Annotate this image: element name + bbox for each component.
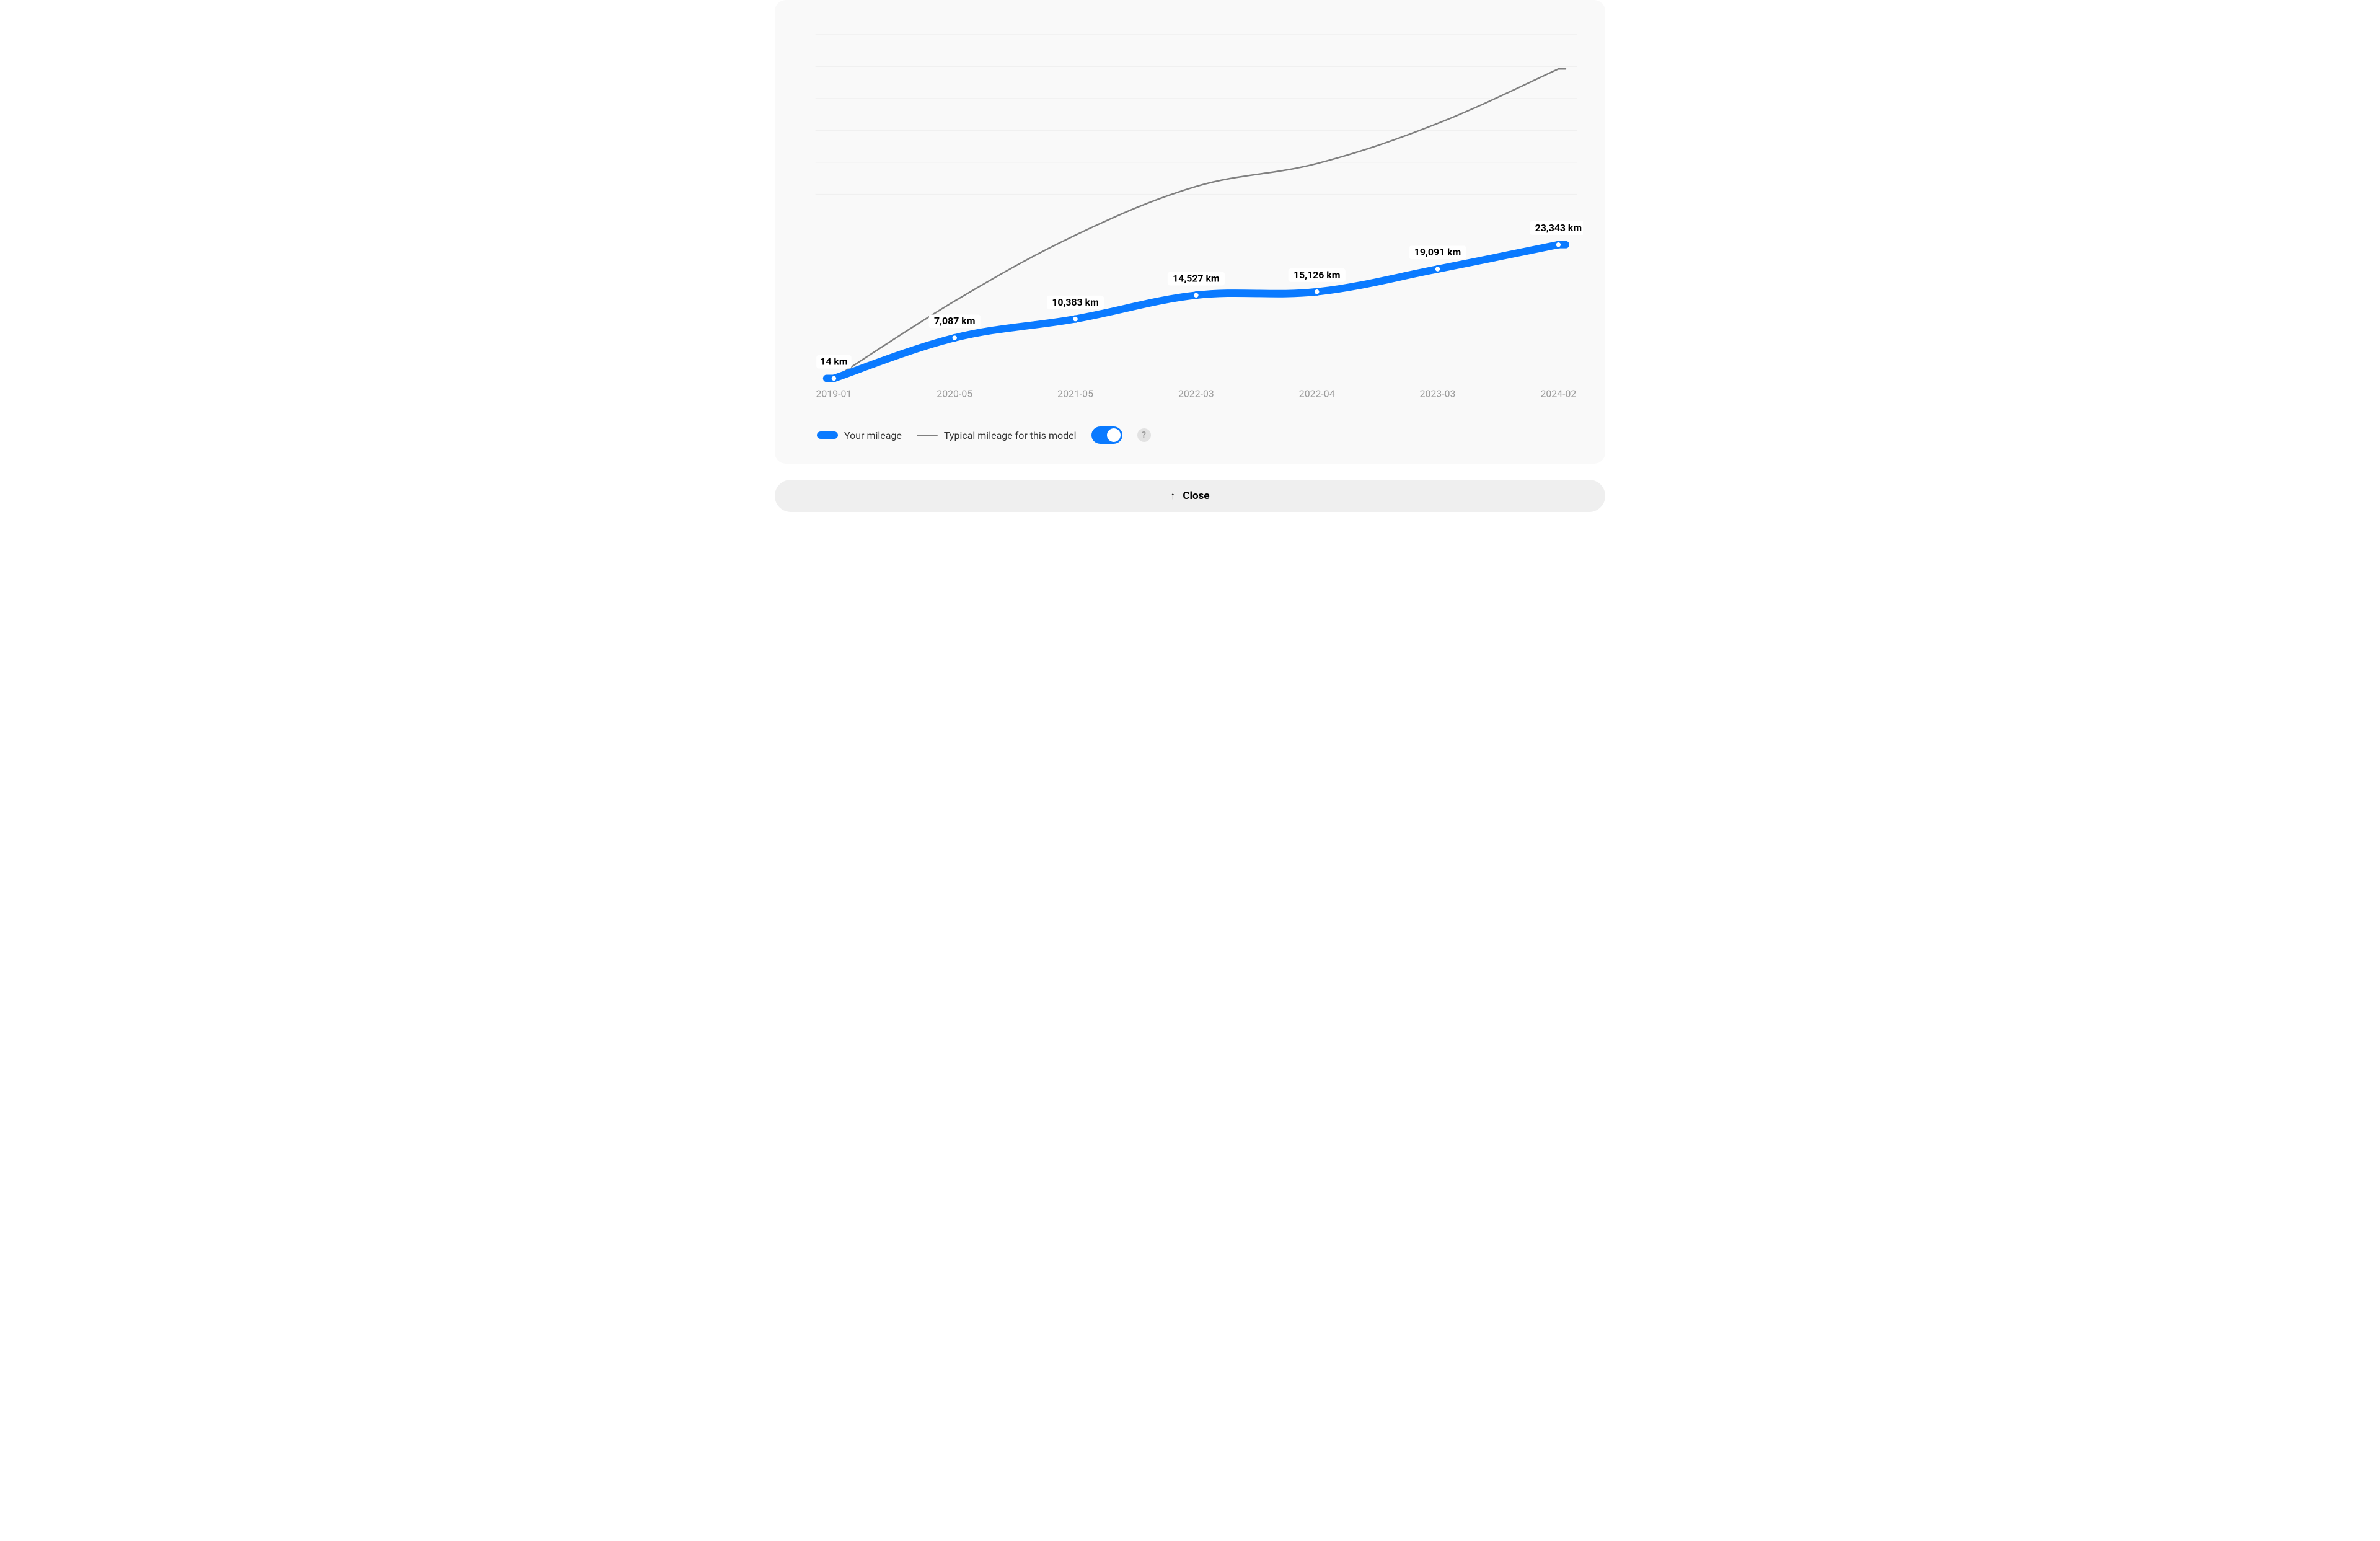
your-mileage-data-label: 14,527 km [1173, 272, 1219, 284]
x-axis-tick-label: 2022-03 [1178, 387, 1214, 399]
legend-swatch-blue [817, 431, 838, 439]
arrow-up-icon: ↑ [1170, 491, 1175, 501]
typical-mileage-line [827, 69, 1566, 378]
your-mileage-data-label: 19,091 km [1414, 246, 1461, 258]
x-axis-tick-label: 2021-05 [1057, 387, 1093, 399]
your-mileage-data-label: 14 km [820, 356, 847, 368]
legend-swatch-gray [917, 435, 938, 436]
your-mileage-marker [951, 335, 958, 341]
your-mileage-marker [1314, 289, 1320, 295]
your-mileage-data-label: 7,087 km [934, 315, 975, 327]
your-mileage-data-label: 23,343 km [1535, 222, 1582, 234]
close-label: Close [1183, 490, 1209, 502]
your-mileage-marker [1555, 242, 1561, 248]
toggle-knob [1107, 428, 1121, 442]
your-mileage-marker [1435, 266, 1441, 272]
legend-your-mileage-label: Your mileage [844, 430, 902, 441]
your-mileage-data-label: 10,383 km [1052, 296, 1098, 308]
your-mileage-marker [1072, 316, 1078, 322]
x-axis-tick-label: 2023-03 [1420, 387, 1456, 399]
your-mileage-data-label: 15,126 km [1294, 269, 1340, 281]
typical-mileage-toggle[interactable] [1091, 426, 1122, 444]
chart-legend: Your mileage Typical mileage for this mo… [797, 415, 1583, 449]
legend-your-mileage: Your mileage [817, 430, 902, 441]
your-mileage-marker [1193, 292, 1199, 298]
help-icon[interactable]: ? [1137, 428, 1151, 442]
close-button[interactable]: ↑ Close [775, 480, 1605, 512]
x-axis-tick-label: 2024-02 [1540, 387, 1576, 399]
x-axis-tick-label: 2020-05 [937, 387, 972, 399]
x-axis-tick-label: 2022-04 [1299, 387, 1335, 399]
legend-typical-mileage: Typical mileage for this model [917, 430, 1077, 441]
mileage-chart: 14 km 7,087 km 10,383 km 14,527 km 15,126 km… [797, 22, 1583, 415]
mileage-chart-card: 14 km 7,087 km 10,383 km 14,527 km 15,126 km… [775, 0, 1605, 464]
x-axis-tick-label: 2019-01 [816, 387, 852, 399]
legend-typical-mileage-label: Typical mileage for this model [944, 430, 1077, 441]
your-mileage-marker [831, 375, 837, 381]
